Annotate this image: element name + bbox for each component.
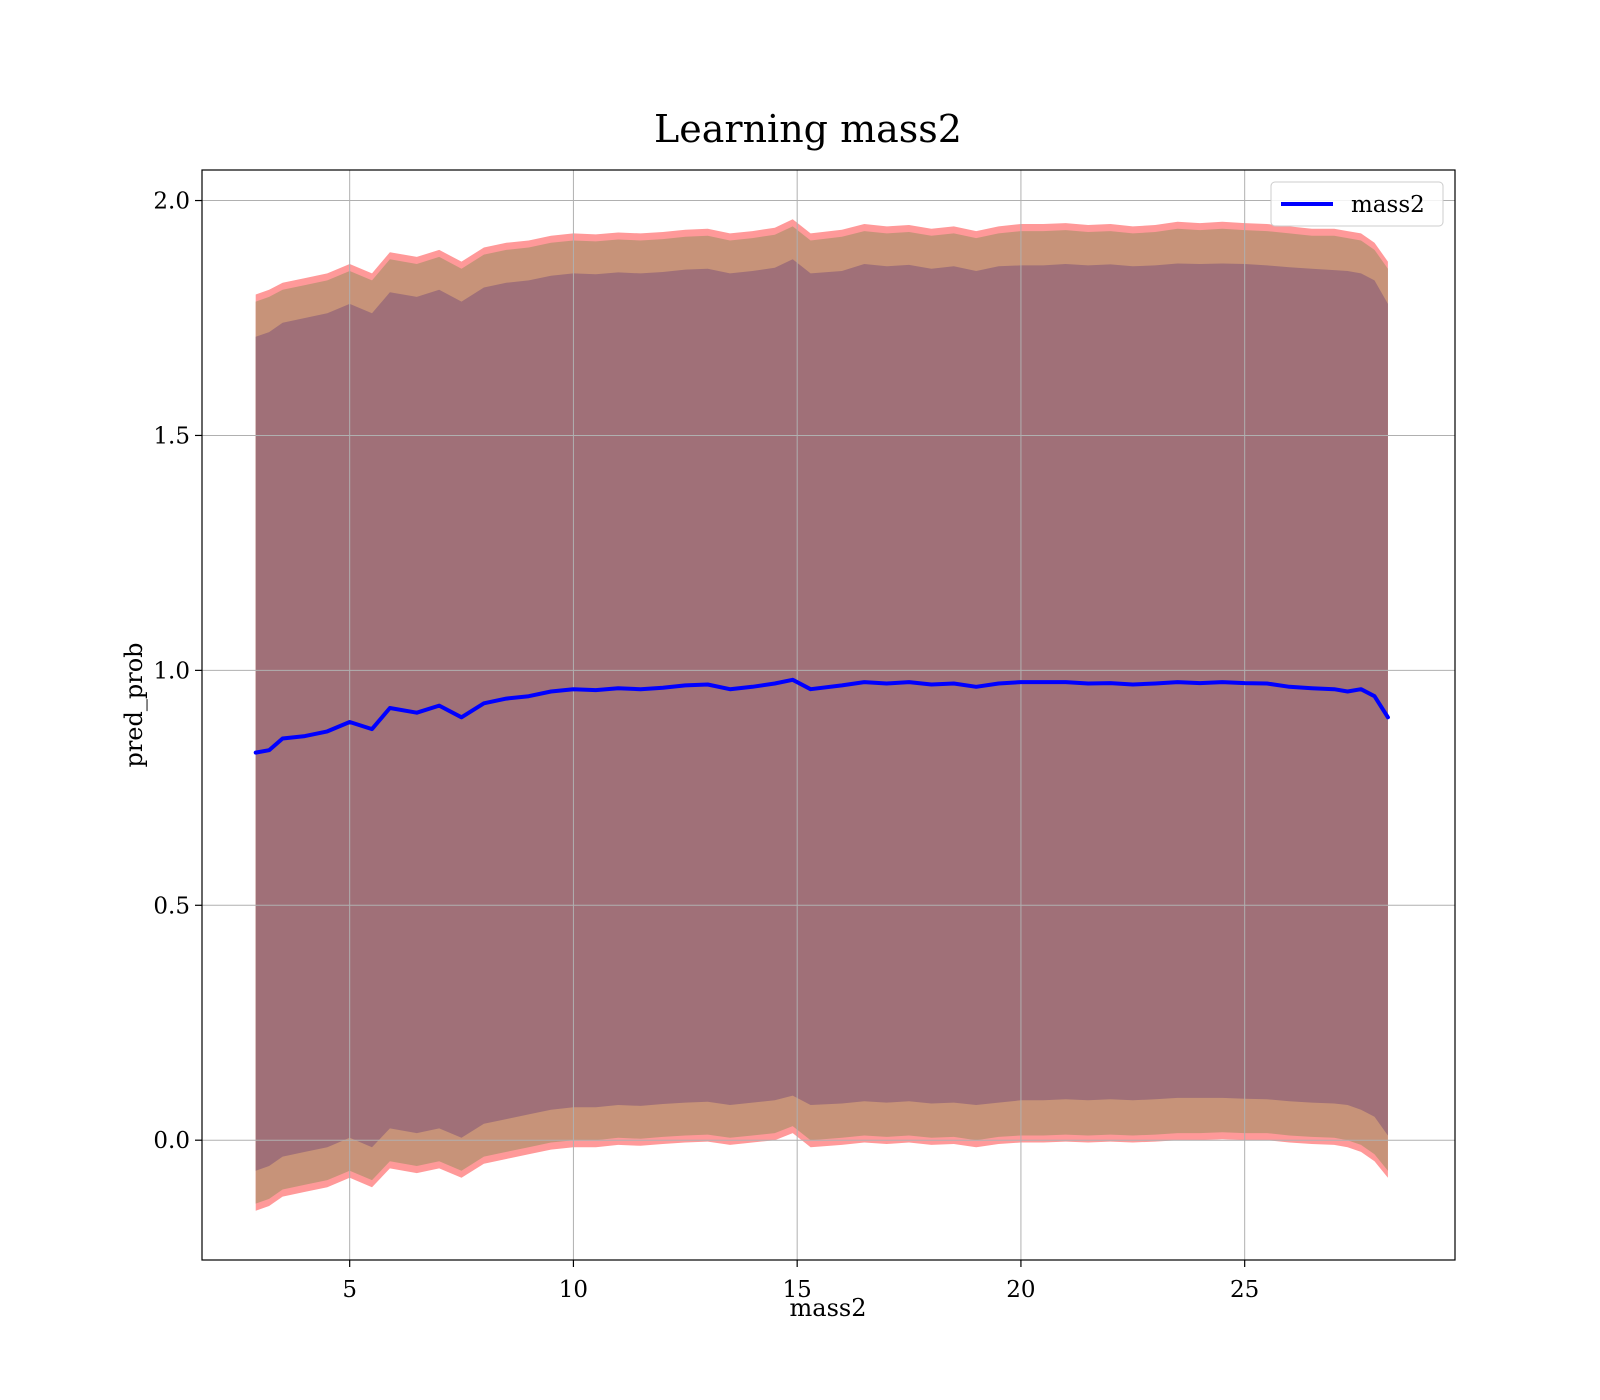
y-tick-label: 0.5 bbox=[153, 893, 190, 919]
legend-label: mass2 bbox=[1351, 192, 1425, 218]
y-tick-label: 2.0 bbox=[153, 189, 190, 215]
y-axis-label: pred_prob bbox=[120, 642, 148, 767]
y-tick-label: 0.0 bbox=[153, 1128, 190, 1154]
plot-area: 5 10 15 20 25 0.0 0.5 1.0 1.5 2.0 mass2 bbox=[153, 169, 1456, 1303]
x-tick-label: 10 bbox=[559, 1277, 588, 1303]
x-axis-label: mass2 bbox=[790, 1294, 867, 1322]
y-tick-label: 1.5 bbox=[153, 423, 190, 449]
inner-band bbox=[255, 259, 1388, 1171]
x-tick-label: 15 bbox=[783, 1277, 812, 1303]
chart-title: Learning mass2 bbox=[654, 107, 962, 151]
legend-box bbox=[1270, 181, 1444, 227]
y-tick-label: 1.0 bbox=[153, 658, 190, 684]
axes-frame bbox=[201, 169, 1456, 1261]
x-tick-label: 25 bbox=[1230, 1277, 1259, 1303]
series-line-mass2 bbox=[253, 677, 1390, 755]
x-tick-label: 20 bbox=[1006, 1277, 1035, 1303]
x-tick-label: 5 bbox=[342, 1277, 357, 1303]
